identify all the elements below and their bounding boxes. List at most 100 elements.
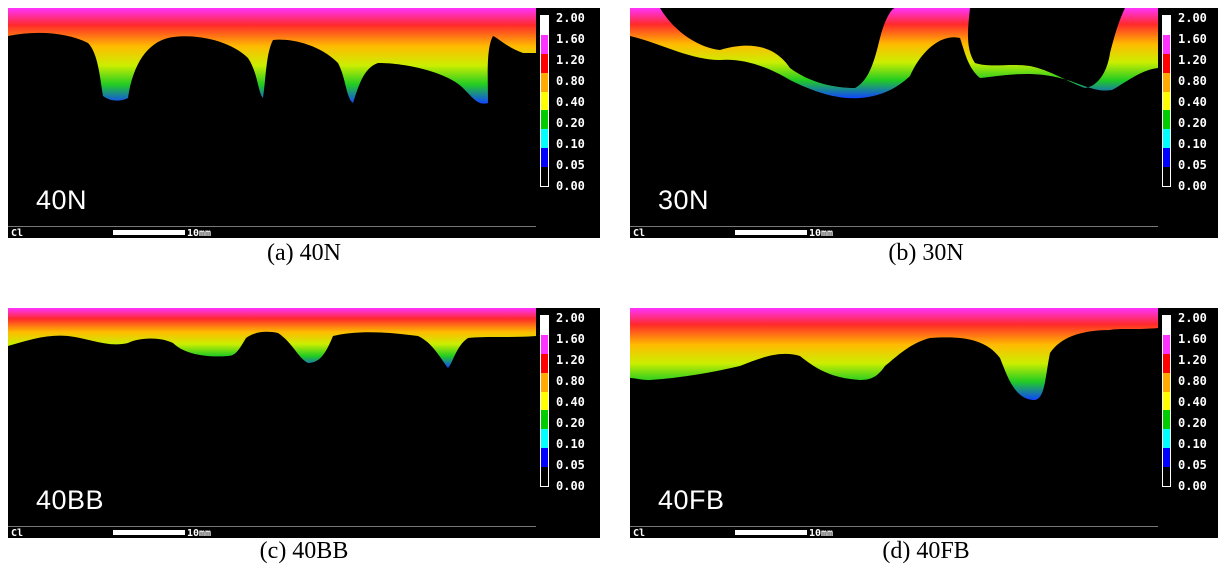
panel-d: 40FB Cl 10mm 2.00 1.60 1.20 0.80 0.40 0.20 0.1… [630,308,1218,538]
colorbar-tick-label: 0.10 [556,137,585,151]
sample-label: 40BB [36,485,105,515]
scale-bar [735,530,807,535]
colorbar-segment [541,110,548,130]
colorbar-tick-label: 1.60 [1178,32,1207,46]
colorbar-segment [1163,353,1170,373]
colorbar-segment [1163,429,1170,449]
colorbar-tick-label: 2.00 [1178,11,1207,25]
panel-c: 40BB Cl 10mm 2.00 1.60 1.20 0.80 0.40 0.20 0.1… [8,308,600,538]
colorbar-segment [541,353,548,373]
colorbar-segment [1163,391,1170,411]
colorbar-segment [1163,410,1170,430]
colorbar-segment [1163,448,1170,467]
colorbar-segment [1163,167,1170,186]
colorbar-tick-label: 1.20 [556,53,585,67]
colorbar-tick-label: 0.00 [556,179,585,193]
chloride-map-c [8,308,536,368]
colorbar-tick-label: 1.20 [1178,53,1207,67]
map-footer: Cl 10mm [8,226,536,238]
colorbar-tick-label: 2.00 [556,311,585,325]
element-label: Cl [633,228,646,238]
colorbar-tick-label: 1.60 [556,332,585,346]
colorbar-segment [1163,34,1170,54]
colorbar-segment [541,391,548,411]
colorbar [1162,15,1171,187]
scale-text: 10mm [809,528,834,538]
colorbar-segment [541,429,548,449]
colorbar-segment [1163,334,1170,354]
sample-label: 40N [36,185,88,215]
colorbar-segment [541,316,548,335]
colorbar-segment [541,34,548,54]
colorbar-tick-label: 0.05 [556,158,585,172]
colorbar [540,15,549,187]
colorbar-tick-label: 0.80 [556,374,585,388]
colorbar-segment [1163,316,1170,335]
colorbar-segment [541,129,548,149]
chloride-map-d [630,308,1158,400]
sample-label: 40FB [658,485,725,515]
colorbar-tick-label: 0.00 [1178,179,1207,193]
colorbar-tick-label: 0.80 [1178,374,1207,388]
colorbar-segment [541,72,548,92]
colorbar-segment [541,467,548,486]
scale-text: 10mm [187,228,212,238]
colorbar-tick-label: 0.10 [556,437,585,451]
colorbar-segment [1163,72,1170,92]
caption-d: (d) 40FB [882,538,970,564]
colorbar-tick-label: 2.00 [556,11,585,25]
colorbar-tick-label: 1.20 [1178,353,1207,367]
colorbar-segment [541,91,548,111]
colorbar-segment [541,16,548,35]
colorbar-segment [1163,91,1170,111]
colorbar-tick-label: 0.10 [1178,137,1207,151]
colorbar-tick-label: 0.05 [1178,158,1207,172]
scale-bar [113,530,185,535]
colorbar-tick-label: 0.20 [556,416,585,430]
chloride-map-a [8,8,536,104]
colorbar-tick-label: 0.05 [1178,458,1207,472]
colorbar-tick-label: 0.80 [1178,74,1207,88]
colorbar-tick-label: 0.05 [556,458,585,472]
scale-text: 10mm [809,228,834,238]
caption-a: (a) 40N [267,240,341,266]
colorbar-tick-label: 0.20 [1178,416,1207,430]
colorbar-segment [1163,53,1170,73]
colorbar-tick-label: 0.00 [556,479,585,493]
element-label: Cl [11,528,24,538]
caption-c: (c) 40BB [259,538,349,564]
panel-a: 40N Cl 10mm 2.00 1.60 1.20 0.80 0.40 0.20 0.10… [8,8,600,238]
colorbar-tick-label: 0.40 [1178,395,1207,409]
colorbar-tick-label: 1.60 [1178,332,1207,346]
colorbar-tick-label: 0.40 [556,395,585,409]
colorbar-tick-label: 0.00 [1178,479,1207,493]
colorbar [540,315,549,487]
colorbar-tick-label: 0.10 [1178,437,1207,451]
colorbar-tick-label: 0.40 [1178,95,1207,109]
caption-b: (b) 30N [888,240,964,266]
colorbar-segment [541,410,548,430]
colorbar-tick-label: 0.20 [1178,116,1207,130]
element-label: Cl [11,228,24,238]
map-footer: Cl 10mm [8,526,536,538]
map-footer: Cl 10mm [630,226,1158,238]
colorbar-segment [1163,16,1170,35]
colorbar-segment [541,372,548,392]
colorbar-segment [1163,467,1170,486]
colorbar-tick-label: 1.20 [556,353,585,367]
colorbar-segment [541,167,548,186]
chloride-map-b [630,8,1158,99]
colorbar-segment [541,53,548,73]
sample-label: 30N [658,185,710,215]
colorbar-tick-label: 0.80 [556,74,585,88]
colorbar-segment [1163,148,1170,167]
colorbar-segment [541,448,548,467]
colorbar-tick-label: 0.40 [556,95,585,109]
colorbar-segment [1163,129,1170,149]
colorbar-tick-label: 2.00 [1178,311,1207,325]
colorbar-tick-label: 0.20 [556,116,585,130]
scale-bar [735,230,807,235]
map-footer: Cl 10mm [630,526,1158,538]
panel-b: 30N Cl 10mm 2.00 1.60 1.20 0.80 0.40 0.20 0.10… [630,8,1218,238]
colorbar-tick-label: 1.60 [556,32,585,46]
